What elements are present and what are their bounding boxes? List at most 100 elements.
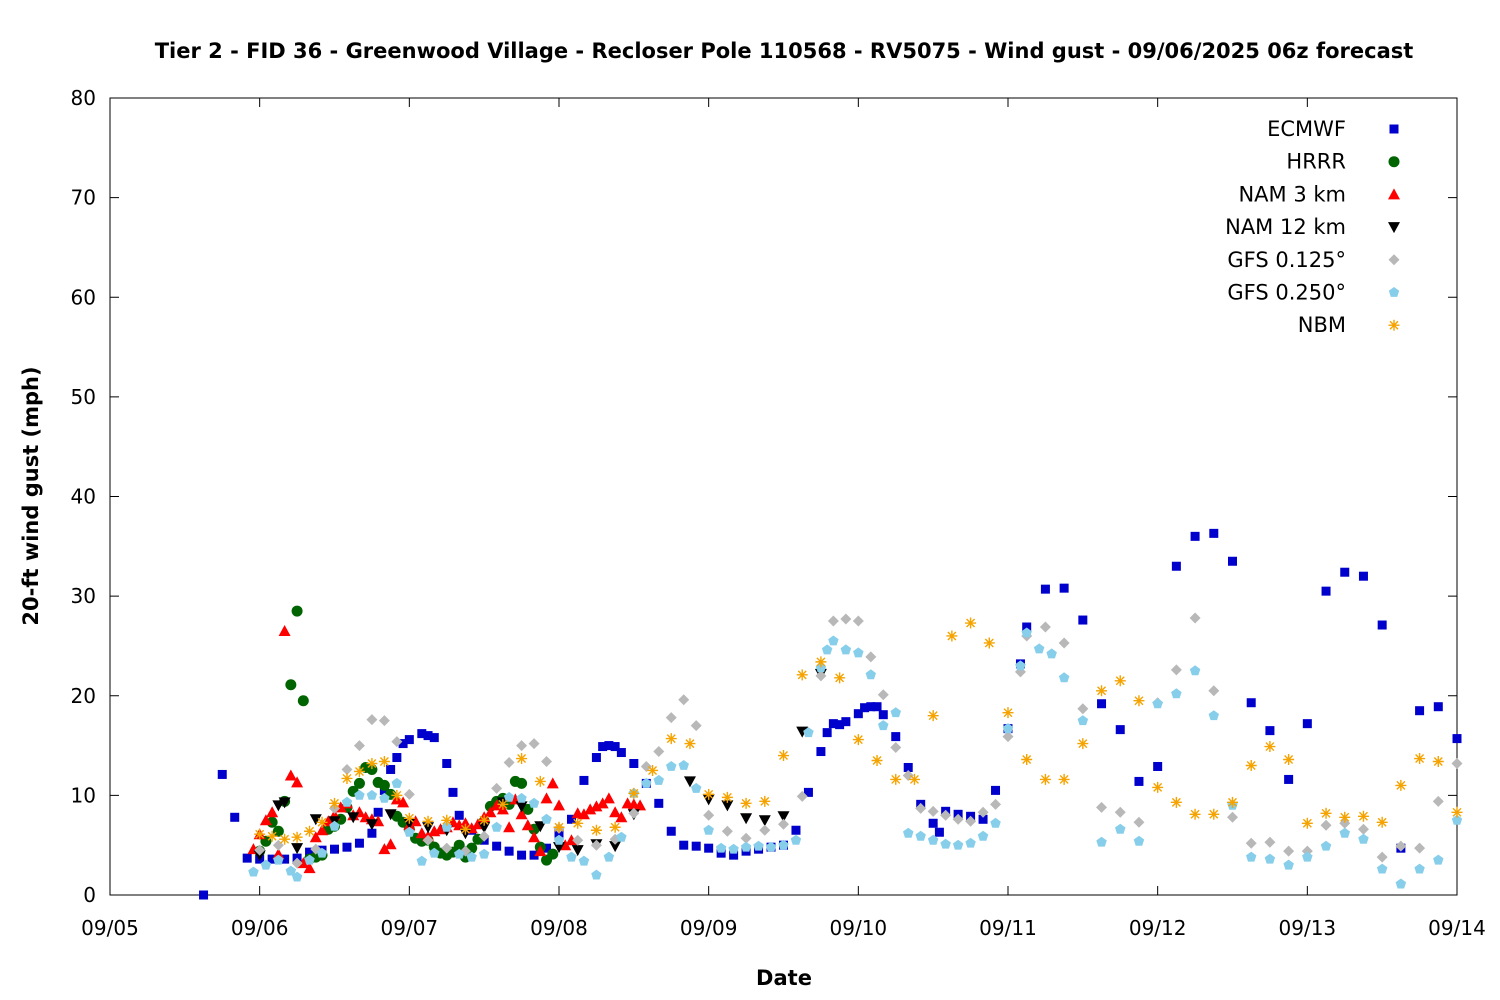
data-point [1376, 851, 1388, 863]
data-point [272, 800, 285, 812]
data-point [284, 769, 297, 781]
data-point [1058, 672, 1070, 683]
data-point [703, 788, 715, 800]
data-point [803, 727, 814, 738]
data-point [1096, 801, 1108, 813]
data-point [852, 734, 864, 746]
legend-marker [1388, 188, 1400, 200]
legend-marker [1388, 287, 1400, 297]
data-point [902, 769, 914, 781]
legend-marker [1388, 222, 1400, 234]
data-point [367, 828, 377, 838]
data-marks [199, 528, 1463, 900]
data-point [484, 806, 497, 818]
data-point [940, 809, 952, 821]
data-point [297, 695, 309, 707]
data-point [890, 742, 902, 754]
data-point [796, 726, 809, 738]
data-point [946, 630, 958, 642]
data-point [641, 777, 652, 788]
data-point [1283, 754, 1295, 766]
data-point [291, 857, 303, 869]
data-point [878, 710, 888, 720]
data-point [566, 851, 577, 862]
data-point [628, 807, 640, 819]
data-point [1283, 859, 1294, 870]
data-point [304, 854, 315, 865]
data-point [721, 791, 733, 803]
data-point [404, 735, 414, 745]
legend-marker [1388, 156, 1400, 168]
data-point [791, 825, 801, 835]
data-point [1264, 853, 1276, 864]
data-point [397, 796, 410, 808]
data-point [503, 756, 515, 768]
data-point [740, 841, 752, 852]
data-point [679, 840, 689, 850]
data-point [866, 702, 876, 712]
data-point [528, 738, 540, 750]
data-point [1302, 719, 1312, 729]
data-point [1096, 685, 1108, 697]
legend-label: GFS 0.250° [1227, 281, 1346, 305]
data-point [1039, 773, 1051, 785]
data-point [248, 866, 259, 877]
chart-title: Tier 2 - FID 36 - Greenwood Village - Re… [155, 39, 1414, 63]
data-point [541, 813, 552, 824]
data-point [978, 814, 988, 824]
data-point [422, 815, 434, 827]
data-point [353, 765, 365, 777]
data-point [1171, 561, 1181, 571]
data-point [728, 843, 739, 854]
data-point [1264, 836, 1276, 848]
data-point [259, 814, 272, 826]
data-point [1339, 811, 1351, 823]
data-point [1077, 703, 1089, 715]
data-point [1170, 664, 1182, 676]
data-point [516, 753, 528, 765]
data-point [354, 838, 364, 848]
data-point [429, 733, 439, 743]
legend-label: GFS 0.125° [1227, 248, 1346, 272]
data-point [1358, 833, 1369, 844]
data-point [1357, 810, 1369, 822]
data-point [441, 842, 453, 854]
data-point [366, 714, 378, 726]
data-point [629, 758, 639, 768]
data-point [878, 720, 889, 731]
x-tick-label: 09/07 [381, 916, 439, 940]
data-point [965, 617, 977, 629]
data-point [354, 789, 365, 800]
data-point [422, 834, 434, 846]
data-point [309, 831, 322, 843]
data-point [1452, 734, 1462, 744]
x-tick-label: 09/06 [231, 916, 289, 940]
data-point [803, 787, 813, 797]
data-point [796, 669, 808, 681]
data-point [1358, 571, 1368, 581]
data-point [579, 775, 589, 785]
data-point [1395, 878, 1407, 889]
data-point [353, 777, 365, 789]
data-point [373, 807, 383, 817]
data-point [759, 824, 771, 836]
data-point [952, 839, 964, 850]
legend-marker [1388, 319, 1400, 331]
data-point [840, 644, 852, 655]
data-point [478, 814, 490, 826]
data-point [417, 729, 427, 739]
data-point [329, 820, 340, 831]
data-point [378, 779, 390, 791]
data-point [610, 742, 620, 752]
data-point [609, 806, 622, 818]
data-point [903, 762, 913, 772]
y-tick-label: 10 [71, 783, 96, 807]
data-point [765, 841, 777, 852]
data-point [903, 827, 914, 838]
data-point [316, 847, 328, 858]
data-point [1245, 759, 1257, 771]
data-point [871, 755, 883, 767]
data-point [341, 763, 353, 775]
data-point [379, 792, 390, 803]
data-point [778, 839, 789, 850]
